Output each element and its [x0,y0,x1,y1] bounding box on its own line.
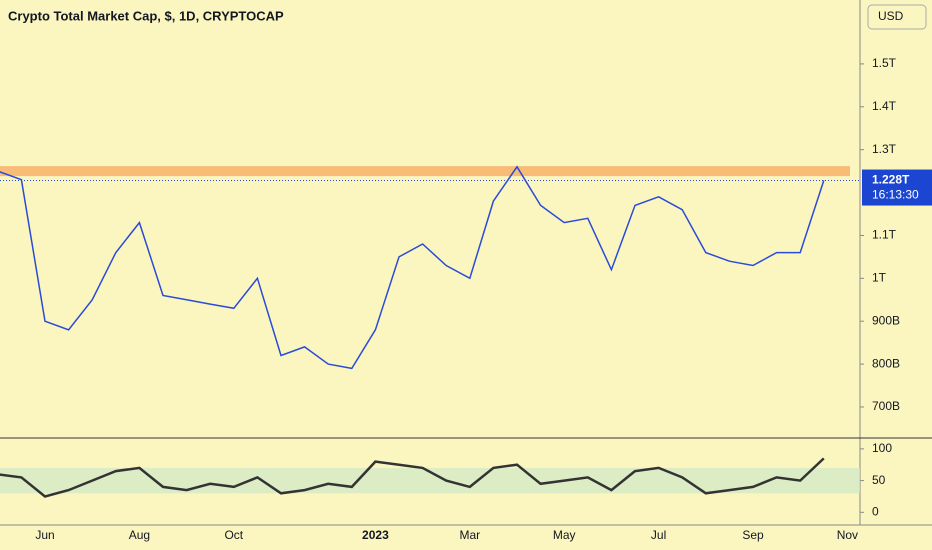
x-tick-label: Nov [837,528,858,542]
y-tick-label: 900B [872,313,900,327]
currency[interactable]: USD [878,9,904,23]
y-tick-label: 1T [872,270,887,284]
series-line [0,457,825,498]
currency-button[interactable] [867,4,927,30]
x-tick-label: 2023 [362,528,389,542]
x-tick-label: Aug [129,528,150,542]
x-tick-label: Sep [742,528,764,542]
chart-title: Crypto Total Market Cap, $, 1D, CRYPTOCA… [8,8,284,23]
last-price-label: 1.228T [872,173,910,187]
series-line [0,165,825,370]
y-tick-label: 50 [872,473,886,487]
y-tick-label: 0 [872,504,879,518]
x-tick-label: Oct [224,528,243,542]
last-price-tag [862,169,932,206]
level-band [0,166,850,177]
y-tick-label: 800B [872,356,900,370]
y-tick-label: 1.3T [872,142,897,156]
x-tick-label: Jul [651,528,666,542]
y-tick-label: 1.5T [872,56,897,70]
x-tick-label: Jun [35,528,54,542]
x-tick-label: May [553,528,576,542]
y-tick-label: 1.4T [872,99,897,113]
y-tick-label: 100 [872,441,892,455]
y-tick-label: 1.1T [872,228,897,242]
countdown: 16:13:30 [872,188,919,202]
x-tick-label: Mar [459,528,480,542]
y-tick-label: 700B [872,399,900,413]
